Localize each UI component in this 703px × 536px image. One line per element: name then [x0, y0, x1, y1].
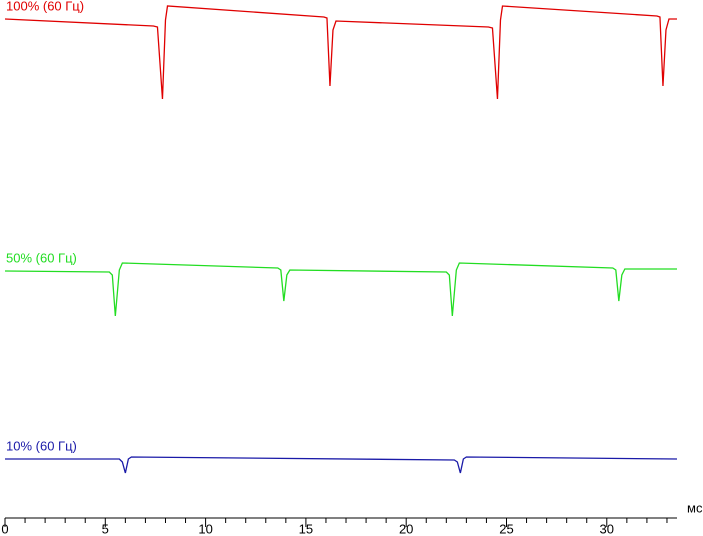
trace — [4, 262, 677, 317]
x-tick-label: 25 — [499, 521, 513, 536]
x-tick-label: 5 — [102, 521, 109, 536]
trace — [4, 5, 677, 100]
x-tick-label: 15 — [299, 521, 313, 536]
series-label: 100% (60 Гц) — [6, 0, 84, 13]
series-label: 10% (60 Гц) — [6, 438, 77, 453]
series-label: 50% (60 Гц) — [6, 250, 77, 265]
x-axis-label: мс — [687, 500, 703, 515]
x-tick-label: 10 — [198, 521, 212, 536]
x-tick-label: 0 — [1, 521, 8, 536]
x-tick-label: 30 — [600, 521, 614, 536]
x-tick-label: 20 — [399, 521, 413, 536]
trace — [5, 456, 678, 474]
